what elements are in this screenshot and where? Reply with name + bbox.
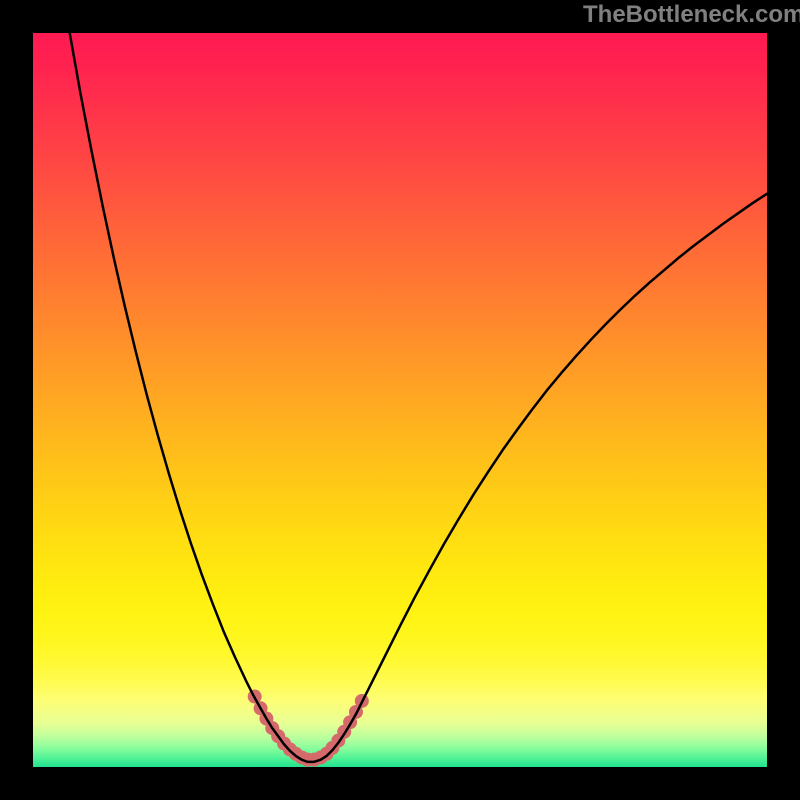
bottleneck-chart [33, 33, 767, 767]
watermark-text: TheBottleneck.com [583, 1, 800, 29]
chart-background [33, 33, 767, 767]
